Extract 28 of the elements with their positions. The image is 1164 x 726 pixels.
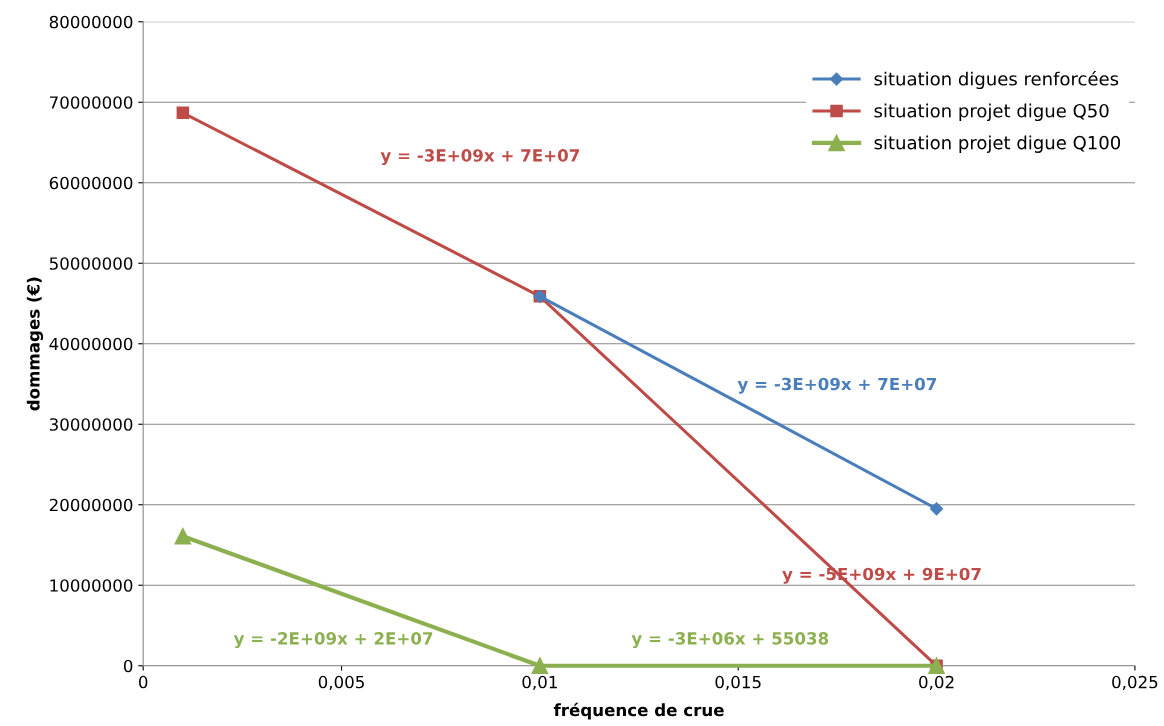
y-axis-title: dommages (€) bbox=[26, 277, 44, 411]
y-tick-label: 40000000 bbox=[49, 337, 133, 351]
y-tick-label: 60000000 bbox=[49, 176, 133, 190]
point bbox=[929, 502, 944, 516]
point bbox=[174, 527, 192, 545]
x-tick-label: 0,005 bbox=[318, 675, 364, 691]
y-tick-label: 30000000 bbox=[49, 418, 133, 431]
x-tick-label: 0,015 bbox=[715, 675, 761, 691]
annotation: y = -3E+09x + 7E+07 bbox=[737, 377, 937, 394]
legend-label: situation projet digue Q100 bbox=[874, 135, 1121, 153]
annotation: y = -3E+09x + 7E+07 bbox=[380, 149, 580, 166]
annotation: y = -3E+06x + 55038 bbox=[631, 632, 829, 649]
y-tick-label: 50000000 bbox=[49, 257, 133, 270]
y-tick-label: 80000000 bbox=[49, 15, 133, 29]
x-axis-title: fréquence de crue bbox=[553, 702, 724, 720]
legend-label: situation digues renforcées bbox=[874, 70, 1119, 90]
y-tick-label: 10000000 bbox=[50, 579, 133, 592]
legend-label: situation projet digue Q50 bbox=[874, 103, 1109, 122]
y-tick-label: 20000000 bbox=[49, 498, 133, 512]
y-tick-label: 70000000 bbox=[49, 96, 133, 109]
x-tick-label: 0 bbox=[138, 675, 148, 689]
x-tick-label: 0,025 bbox=[1112, 675, 1158, 691]
x-tick-label: 0,01 bbox=[522, 675, 557, 691]
point bbox=[531, 657, 549, 675]
x-tick-label: 0,02 bbox=[919, 675, 954, 691]
point bbox=[176, 106, 190, 119]
y-tick-label: 0 bbox=[123, 659, 133, 673]
annotation: y = -2E+09x + 2E+07 bbox=[233, 632, 433, 649]
